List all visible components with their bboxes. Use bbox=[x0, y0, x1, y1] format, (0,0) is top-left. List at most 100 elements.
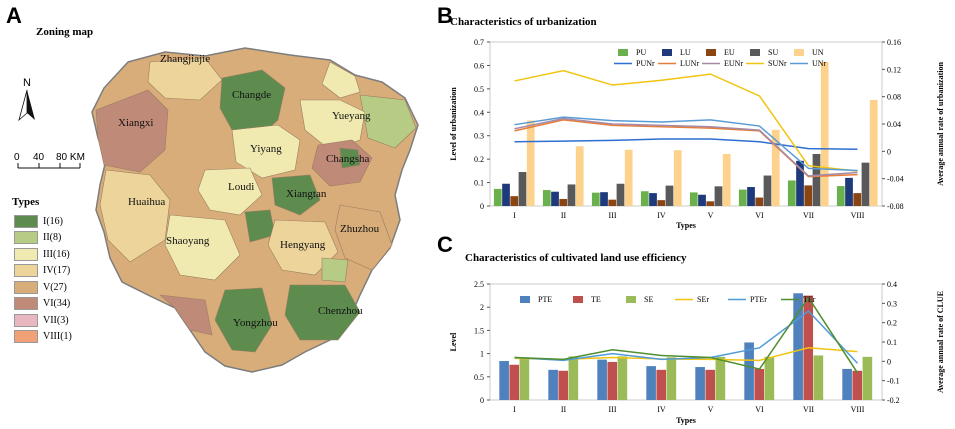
line-ter bbox=[514, 296, 859, 374]
legend-label: II(8) bbox=[43, 232, 62, 244]
region-xiangtan bbox=[271, 174, 321, 216]
y-tick-label: 0.7 bbox=[474, 38, 484, 47]
region-changsha-east bbox=[339, 147, 361, 169]
legend-swatch bbox=[14, 297, 38, 311]
place-label: Xiangxi bbox=[118, 117, 153, 129]
y2-tick-label: 0.1 bbox=[887, 338, 897, 347]
bar-un bbox=[771, 129, 780, 206]
y2-tick-label: 0 bbox=[887, 357, 891, 366]
legend-swatch-lu bbox=[662, 49, 672, 56]
bar-su bbox=[763, 175, 772, 206]
x-tick-label: III bbox=[609, 405, 617, 414]
y2-tick-label: 0 bbox=[887, 147, 891, 156]
x-tick-label: II bbox=[561, 211, 567, 220]
y-tick-label: 1 bbox=[480, 350, 484, 359]
bar-te bbox=[558, 370, 569, 400]
bar-eu bbox=[657, 200, 666, 206]
chart-title: Characteristics of urbanization bbox=[450, 16, 597, 28]
x-axis-label: Types bbox=[676, 416, 696, 425]
legend-swatch bbox=[14, 264, 38, 278]
north-label: N bbox=[23, 77, 31, 89]
bar-pu bbox=[836, 186, 845, 206]
line-eunr bbox=[514, 117, 858, 177]
y2-tick-label: -0.1 bbox=[887, 377, 900, 386]
bar-un bbox=[526, 120, 535, 206]
place-label: Changde bbox=[232, 89, 271, 101]
place-label: Yongzhou bbox=[233, 317, 278, 329]
legend-item: V(27) bbox=[14, 279, 72, 296]
bar-un bbox=[722, 153, 731, 206]
bar-lu bbox=[649, 193, 657, 206]
bar-pu bbox=[787, 180, 796, 206]
bar-eu bbox=[559, 198, 568, 206]
bar-su bbox=[665, 185, 674, 206]
bar-eu bbox=[853, 193, 862, 206]
x-tick-label: VII bbox=[803, 211, 814, 220]
region-yueyang-north bbox=[321, 61, 361, 99]
legend-label: LUNr bbox=[680, 59, 699, 68]
bar-se bbox=[519, 358, 530, 400]
bar-pu bbox=[738, 189, 747, 206]
panel-b-letter: B bbox=[437, 3, 453, 28]
y-axis-label: Level bbox=[449, 332, 458, 351]
region-yongzhou bbox=[214, 287, 273, 353]
place-label: Zhangjiajie bbox=[160, 53, 210, 65]
legend-label: UNr bbox=[812, 59, 827, 68]
legend-swatch-te bbox=[573, 296, 583, 303]
x-tick-label: VIII bbox=[851, 405, 865, 414]
region-huaihua bbox=[99, 169, 171, 263]
bar-pu bbox=[689, 192, 698, 206]
place-label: Yueyang bbox=[332, 110, 371, 122]
legend-swatch-pte bbox=[520, 296, 530, 303]
y2-tick-label: 0.04 bbox=[887, 120, 901, 129]
legend-label: VII(3) bbox=[43, 314, 69, 326]
bar-lu bbox=[698, 194, 706, 206]
legend-label: SEr bbox=[697, 295, 709, 304]
legend-swatch-su bbox=[750, 49, 760, 56]
legend-label: TE bbox=[591, 295, 601, 304]
bar-se bbox=[862, 356, 873, 400]
bar-te bbox=[852, 370, 863, 400]
legend-swatch bbox=[14, 247, 38, 261]
y-tick-label: 2.5 bbox=[474, 280, 484, 289]
legend-swatch bbox=[14, 280, 38, 294]
bar-su bbox=[518, 172, 527, 206]
urbanization-chart: Characteristics of urbanization 0 0.1 0.2 0.… bbox=[449, 16, 945, 230]
place-label: Huaihua bbox=[128, 196, 165, 208]
bar-pte bbox=[744, 342, 754, 400]
bar-pte bbox=[793, 293, 803, 400]
y-axis-label: Level of urbanization bbox=[449, 87, 458, 161]
bar-pu bbox=[640, 191, 649, 206]
bar-se bbox=[617, 356, 628, 400]
y2-axis-label: Average annual rate of urbanization bbox=[936, 62, 945, 186]
y2-tick-label: 0.3 bbox=[887, 299, 897, 308]
legend-item: II(8) bbox=[14, 230, 72, 247]
legend-label: EU bbox=[724, 48, 735, 57]
bar-su bbox=[812, 153, 821, 206]
y-tick-label: 0.6 bbox=[474, 61, 484, 70]
x-tick-label: IV bbox=[657, 405, 666, 414]
y2-tick-label: 0.08 bbox=[887, 93, 901, 102]
bar-te bbox=[754, 368, 765, 400]
x-tick-label: I bbox=[513, 211, 516, 220]
x-tick-label: VI bbox=[755, 405, 764, 414]
y-tick-label: 1.5 bbox=[474, 326, 484, 335]
bar-te bbox=[607, 361, 618, 400]
y2-tick-label: -0.08 bbox=[887, 202, 904, 211]
bar-eu bbox=[510, 196, 519, 206]
x-tick-label: IV bbox=[657, 211, 666, 220]
region-loudi bbox=[197, 167, 263, 216]
scale-bar: 0 40 80 KM bbox=[14, 152, 85, 169]
place-label: Loudi bbox=[228, 181, 254, 193]
bar-se bbox=[715, 356, 726, 400]
legend-label: SE bbox=[644, 295, 653, 304]
region-south bbox=[159, 294, 213, 336]
bar-lu bbox=[796, 160, 804, 206]
y-tick-label: 0.5 bbox=[474, 373, 484, 382]
bar-pte bbox=[646, 366, 656, 400]
bar-pu bbox=[493, 188, 502, 206]
line-unr bbox=[514, 116, 858, 172]
bar-eu bbox=[804, 185, 813, 206]
bar-se bbox=[764, 356, 775, 400]
bar-eu bbox=[755, 197, 764, 206]
